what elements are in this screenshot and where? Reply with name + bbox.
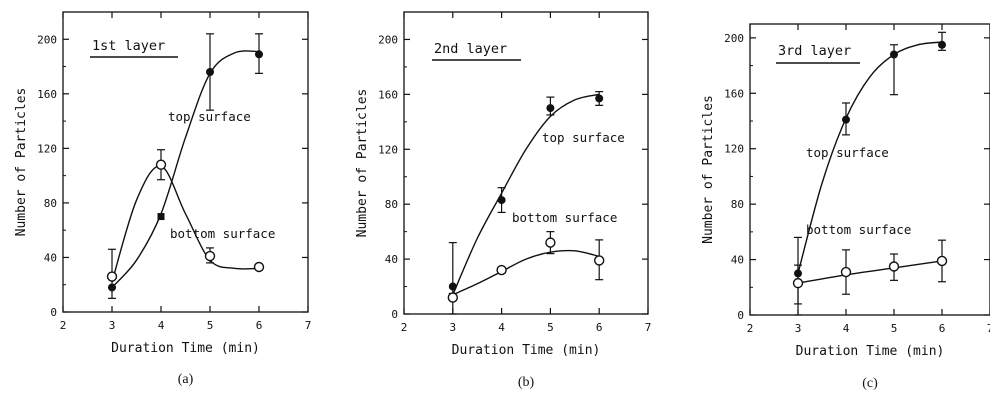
- chart-panel-3: 2 3 4 5 6 7 0 40 80 120 160 200 Duration Time (min) N…: [701, 23, 990, 391]
- series-curve: [452, 93, 600, 296]
- data-point: [155, 159, 167, 170]
- x-tick-label: 2: [60, 319, 67, 332]
- series-top-surface: top surface: [794, 31, 946, 316]
- chart-panel-2: 2 3 4 5 6 7 0 40 80 120 160 200 Duration Time (min) N…: [355, 11, 652, 390]
- data-point: [204, 250, 216, 262]
- data-point: [888, 261, 900, 272]
- x-tick-label: 4: [843, 322, 850, 335]
- data-point: [792, 277, 804, 289]
- series-label: bottom surface: [512, 210, 617, 225]
- data-point: [545, 237, 556, 248]
- x-axis-label: Duration Time (min): [452, 343, 601, 358]
- plot-frame: [749, 23, 990, 316]
- x-tick-label: 2: [747, 322, 754, 335]
- y-tick-label: 0: [737, 309, 744, 322]
- panel-caption: (b): [518, 375, 535, 390]
- y-tick-label: 80: [731, 198, 744, 211]
- series-label: top surface: [542, 130, 625, 145]
- data-point: [936, 255, 948, 267]
- y-axis-label: Number of Particles: [14, 88, 29, 237]
- x-tick-label: 7: [305, 319, 312, 332]
- plot-frame: [62, 11, 309, 313]
- y-tick-label: 120: [378, 143, 398, 156]
- y-tick-label: 40: [385, 253, 398, 266]
- series-label: bottom surface: [170, 226, 275, 241]
- chart-panel-1: 2 3 4 5 6 7 0 40 80 120 160 200 Duration Time (min) N…: [14, 11, 312, 387]
- x-tick-label: 4: [498, 321, 505, 334]
- x-axis-label: Duration Time (min): [796, 344, 945, 359]
- data-point: [448, 282, 457, 291]
- series-top-surface: top surface: [448, 91, 625, 315]
- x-tick-label: 5: [207, 319, 214, 332]
- x-tick-label: 6: [596, 321, 603, 334]
- x-tick-label: 3: [449, 321, 456, 334]
- y-tick-label: 80: [44, 197, 57, 210]
- data-point: [206, 68, 214, 76]
- panel-title: 2nd layer: [434, 41, 507, 57]
- y-tick-label: 160: [724, 87, 744, 100]
- x-tick-label: 5: [891, 322, 898, 335]
- y-tick-label: 200: [37, 33, 57, 46]
- y-tick-label: 200: [724, 32, 744, 45]
- y-tick-label: 80: [385, 198, 398, 211]
- y-tick-label: 40: [44, 251, 57, 264]
- x-tick-label: 3: [109, 319, 116, 332]
- data-point: [840, 266, 852, 278]
- series-top-surface: top surface: [108, 33, 263, 292]
- data-point: [255, 50, 263, 59]
- x-tick-label: 5: [547, 321, 554, 334]
- plot-frame: [403, 11, 649, 315]
- y-tick-label: 0: [50, 306, 57, 319]
- data-point: [938, 40, 946, 49]
- series-label: bottom surface: [806, 222, 911, 237]
- x-tick-label: 6: [256, 319, 263, 332]
- series-label: top surface: [806, 145, 889, 160]
- series-curve: [111, 165, 260, 283]
- panel-caption: (c): [862, 376, 878, 391]
- data-point: [497, 196, 506, 205]
- series-curve: [452, 249, 600, 296]
- series-bottom-surface: bottom surface: [447, 210, 617, 303]
- y-tick-label: 160: [378, 88, 398, 101]
- y-tick-label: 120: [37, 142, 57, 155]
- x-tick-label: 2: [401, 321, 408, 334]
- data-point: [253, 261, 265, 273]
- x-tick-label: 3: [795, 322, 802, 335]
- series-curve: [797, 260, 943, 284]
- x-tick-label: 6: [939, 322, 946, 335]
- data-point: [157, 213, 165, 221]
- x-tick-label: 4: [158, 319, 165, 332]
- data-point: [106, 271, 118, 282]
- y-tick-label: 120: [724, 143, 744, 156]
- panel-caption: (a): [178, 372, 194, 387]
- data-point: [842, 115, 850, 124]
- series-bottom-surface: bottom surface: [106, 149, 275, 299]
- data-point: [890, 50, 898, 59]
- y-tick-label: 40: [731, 254, 744, 267]
- panel-title: 1st layer: [92, 38, 165, 54]
- y-tick-label: 160: [37, 88, 57, 101]
- y-axis-label: Number of Particles: [355, 89, 370, 238]
- data-point: [546, 104, 555, 113]
- panel-title: 3rd layer: [778, 43, 851, 59]
- x-axis-label: Duration Time (min): [111, 341, 260, 356]
- y-tick-label: 200: [378, 33, 398, 46]
- data-point: [447, 292, 458, 303]
- x-tick-label: 7: [645, 321, 652, 334]
- y-axis-label: Number of Particles: [701, 95, 716, 244]
- data-point: [595, 94, 604, 103]
- series-curve: [111, 50, 260, 288]
- y-tick-label: 0: [391, 308, 398, 321]
- series-label: top surface: [168, 109, 251, 124]
- data-point: [496, 264, 507, 276]
- series-curve: [797, 41, 943, 274]
- data-point: [594, 255, 605, 266]
- x-tick-label: 7: [987, 322, 990, 335]
- series-bottom-surface: bottom surface: [792, 222, 948, 305]
